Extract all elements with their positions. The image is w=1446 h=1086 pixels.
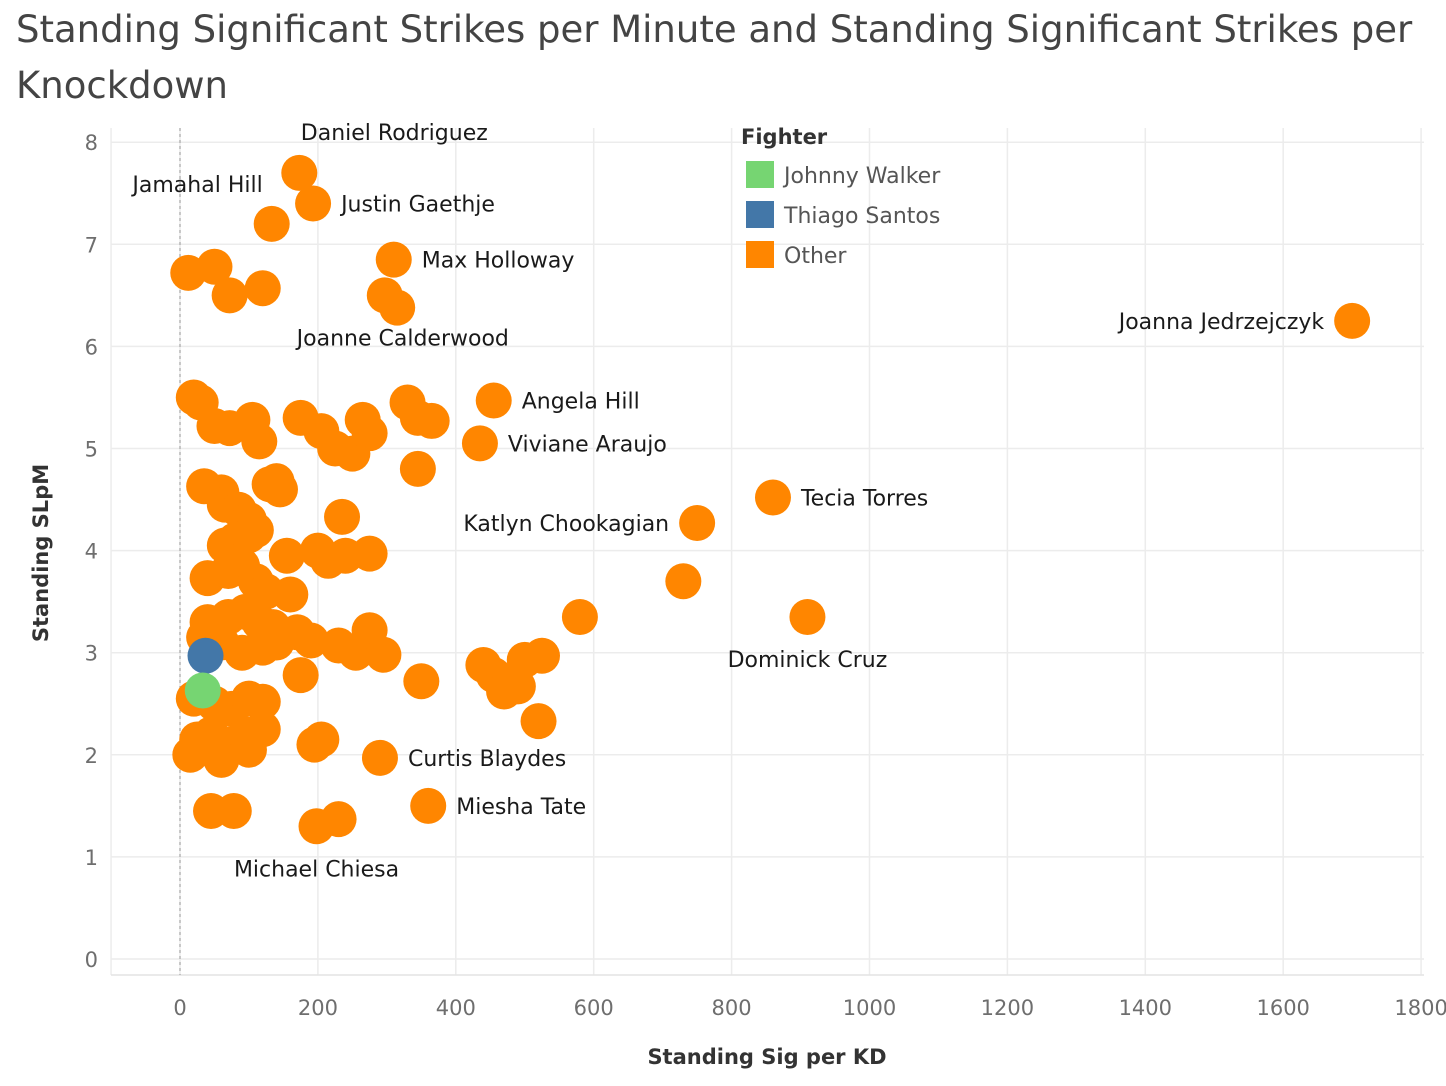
data-point [561, 598, 598, 635]
data-point [523, 637, 560, 674]
data-point [410, 787, 447, 824]
point-label: Viviane Araujo [508, 432, 667, 457]
legend-title: Fighter [741, 125, 828, 149]
data-point [1334, 302, 1371, 339]
point-label: Joanna Jedrzejczyk [1117, 310, 1325, 335]
data-point [172, 736, 209, 773]
point-label: Daniel Rodriguez [301, 121, 488, 146]
data-point [272, 576, 309, 613]
data-point [203, 741, 240, 778]
data-point [184, 672, 221, 709]
x-tick-label: 1600 [1256, 996, 1309, 1020]
legend-swatch [746, 241, 774, 268]
data-point [282, 657, 319, 694]
point-label: Max Holloway [422, 249, 575, 274]
x-tick-label: 600 [574, 996, 614, 1020]
data-point [261, 471, 298, 508]
x-tick-label: 0 [173, 996, 186, 1020]
data-point [399, 450, 436, 487]
point-label: Angela Hill [522, 390, 640, 415]
y-tick-label: 0 [85, 948, 98, 972]
point-label: Miesha Tate [456, 795, 586, 820]
point-label: Jamahal Hill [130, 173, 262, 198]
data-point [215, 792, 252, 829]
y-tick-label: 1 [85, 846, 98, 870]
y-tick-label: 4 [85, 540, 98, 564]
x-tick-label: 200 [298, 996, 338, 1020]
legend-swatch [746, 201, 774, 228]
data-point [403, 663, 440, 700]
chart-title: Standing Significant Strikes per Minute … [16, 8, 1413, 107]
data-point [320, 801, 357, 838]
data-point [351, 415, 388, 452]
x-tick-label: 800 [712, 996, 752, 1020]
legend-label: Johnny Walker [782, 164, 941, 189]
x-tick-label: 1000 [843, 996, 896, 1020]
point-label: Tecia Torres [800, 487, 928, 512]
data-point [365, 636, 402, 673]
data-point [293, 622, 330, 659]
data-point [679, 505, 716, 542]
data-point [324, 498, 361, 535]
point-label: Katlyn Chookagian [463, 512, 669, 537]
data-point [375, 241, 412, 278]
data-point [754, 479, 791, 516]
y-axis-title: Standing SLpM [29, 464, 53, 642]
data-point [241, 423, 278, 460]
data-point [281, 154, 318, 191]
legend: Fighter Johnny Walker Thiago Santos Other [741, 125, 941, 269]
data-points [170, 154, 1371, 845]
data-point [303, 721, 340, 758]
legend-label: Other [784, 244, 847, 269]
data-point [211, 277, 248, 314]
x-axis-title: Standing Sig per KD [647, 1045, 886, 1069]
data-point [789, 598, 826, 635]
point-label: Dominick Cruz [728, 648, 888, 673]
x-tick-label: 1200 [981, 996, 1034, 1020]
x-tick-label: 1400 [1119, 996, 1172, 1020]
y-tick-label: 2 [85, 744, 98, 768]
data-point [237, 512, 274, 549]
data-point [253, 205, 290, 242]
data-point [244, 270, 281, 307]
data-point [361, 739, 398, 776]
point-label: Joanne Calderwood [295, 326, 509, 351]
data-point [413, 402, 450, 439]
y-tick-label: 7 [85, 233, 98, 257]
legend-swatch [746, 161, 774, 188]
point-label: Justin Gaethje [339, 192, 495, 217]
y-tick-label: 8 [85, 131, 98, 155]
data-point [379, 289, 416, 326]
point-label: Michael Chiesa [234, 857, 399, 882]
legend-label: Thiago Santos [783, 204, 940, 229]
data-point [475, 382, 512, 419]
data-point [295, 185, 332, 222]
x-tick-label: 1800 [1394, 996, 1446, 1020]
data-point [196, 248, 233, 285]
point-label: Curtis Blaydes [408, 747, 566, 772]
data-point [351, 535, 388, 572]
data-point [268, 537, 305, 574]
data-point [520, 703, 557, 740]
data-point [187, 637, 224, 674]
x-tick-label: 400 [436, 996, 476, 1020]
y-tick-label: 3 [85, 642, 98, 666]
y-tick-label: 5 [85, 438, 98, 462]
data-point [461, 425, 498, 462]
axes: 0 200 400 600 800 1000 1200 1400 1600 1800 0 1 2 3 4 5 6… [29, 128, 1446, 1069]
data-point [244, 683, 281, 720]
point-labels: Daniel Rodriguez Justin Gaethje Jamahal Hi… [130, 121, 1324, 882]
y-tick-label: 6 [85, 335, 98, 359]
data-point [665, 563, 702, 600]
data-point [230, 731, 267, 768]
